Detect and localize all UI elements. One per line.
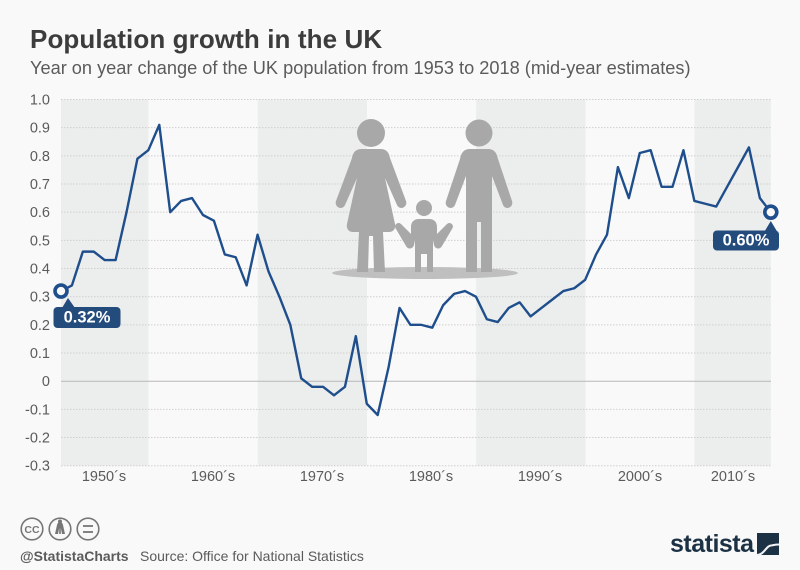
svg-text:@StatistaCharts: @StatistaCharts bbox=[20, 548, 129, 564]
svg-text:CC: CC bbox=[24, 524, 40, 536]
svg-text:statista: statista bbox=[670, 530, 755, 558]
svg-text:Source: Office for National St: Source: Office for National Statistics bbox=[140, 548, 364, 564]
